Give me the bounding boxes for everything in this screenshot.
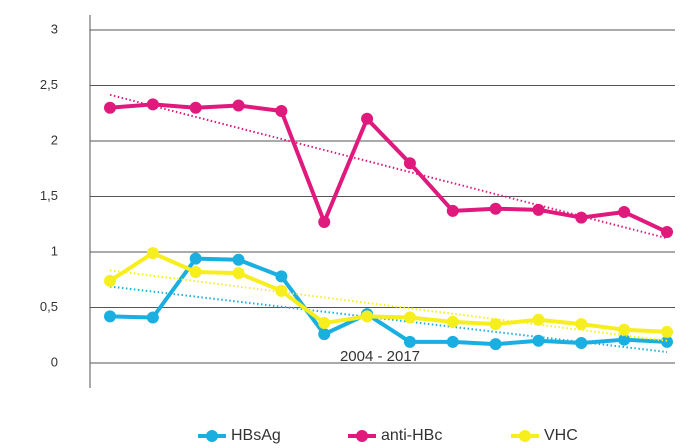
- trend-line: [109, 269, 668, 342]
- data-point: [318, 328, 331, 341]
- data-point: [146, 247, 159, 260]
- y-tick-label: 0: [51, 354, 58, 369]
- data-point: [446, 315, 459, 328]
- data-point: [403, 157, 416, 170]
- data-point: [275, 105, 288, 118]
- data-point: [661, 325, 673, 338]
- x-axis-label: 2004 - 2017: [340, 348, 420, 365]
- y-tick-label: 3: [51, 21, 58, 36]
- y-tick-label: 1,5: [40, 188, 58, 203]
- data-point: [189, 265, 202, 278]
- data-point: [532, 203, 545, 216]
- data-point: [446, 204, 459, 217]
- data-point: [318, 317, 331, 330]
- data-point: [104, 274, 116, 287]
- legend-label: VHC: [544, 427, 578, 444]
- data-point: [232, 253, 245, 266]
- data-point: [446, 335, 459, 348]
- series-line: [108, 251, 668, 334]
- y-tick-label: 1: [51, 243, 58, 258]
- y-tick-label: 2,5: [40, 77, 58, 92]
- data-point: [532, 313, 545, 326]
- data-point: [661, 226, 673, 239]
- data-point: [489, 202, 502, 215]
- data-point: [146, 311, 159, 324]
- legend-marker: [519, 430, 531, 442]
- data-point: [403, 311, 416, 324]
- data-point: [489, 318, 502, 331]
- data-point: [575, 211, 588, 224]
- data-point: [275, 270, 288, 283]
- y-tick-label: 0,5: [40, 299, 58, 314]
- data-point: [361, 112, 374, 125]
- legend-marker: [206, 430, 218, 442]
- data-point: [575, 337, 588, 350]
- legend-label: HBsAg: [231, 427, 281, 444]
- legend-marker: [356, 430, 368, 442]
- data-point: [361, 310, 374, 323]
- data-point: [618, 206, 631, 219]
- data-point: [575, 318, 588, 331]
- data-point: [232, 267, 245, 280]
- data-point: [189, 101, 202, 114]
- legend-label: anti-HBc: [381, 427, 442, 444]
- data-point: [403, 335, 416, 348]
- trend-line: [109, 285, 668, 354]
- y-tick-label: 2: [51, 132, 58, 147]
- data-point: [532, 334, 545, 347]
- data-point: [146, 98, 159, 111]
- data-point: [189, 252, 202, 265]
- series-line: [109, 102, 668, 234]
- data-point: [618, 323, 631, 336]
- data-point: [489, 338, 502, 351]
- data-point: [275, 284, 288, 297]
- data-point: [104, 101, 116, 114]
- data-point: [104, 310, 116, 323]
- data-point: [232, 99, 245, 112]
- series-line: [109, 256, 668, 347]
- data-point: [318, 216, 331, 229]
- data-point: [661, 335, 673, 348]
